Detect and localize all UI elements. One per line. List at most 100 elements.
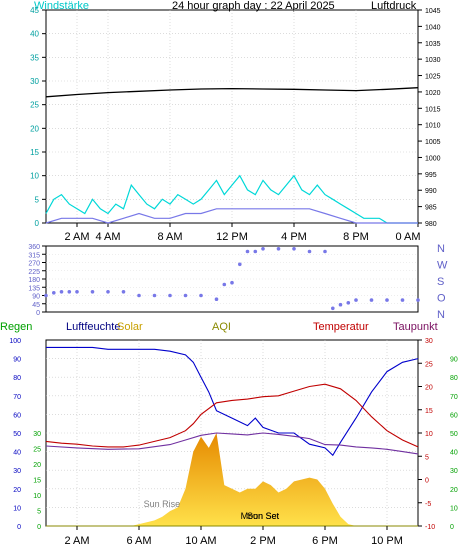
humidity-tick-label-10: 10 xyxy=(13,505,21,512)
humidity-right-tick-label-10: 10 xyxy=(450,505,458,512)
pressure-right-ticks: 980 985 990 995 1000 1005 1010 1015 1020 1025 1030… xyxy=(418,8,441,228)
wind-tick-label-25: 25 xyxy=(30,101,39,110)
humidity-tick-label-90: 90 xyxy=(13,357,21,364)
direction-point xyxy=(331,306,335,311)
temp-tick-label-25: 25 xyxy=(425,361,433,368)
wind-x-tick-label-12-pm: 12 PM xyxy=(216,231,248,243)
direction-point xyxy=(338,302,343,307)
temp-tick-label-30: 30 xyxy=(425,338,433,345)
rain-tick-label-30: 30 xyxy=(33,431,41,438)
direction-point xyxy=(253,249,258,254)
direction-label-n-4: N xyxy=(437,309,445,321)
wind-x-tick-label-8-am: 8 AM xyxy=(157,231,182,243)
wind-grid xyxy=(46,10,418,223)
pressure-tick-label-1035: 1035 xyxy=(425,41,441,48)
climate-series xyxy=(45,346,419,527)
direction-point xyxy=(90,290,95,294)
humidity-tick-label-60: 60 xyxy=(13,412,21,419)
climate-x-tick-label-6-pm: 6 PM xyxy=(312,535,338,547)
temp-tick-label-20: 20 xyxy=(425,385,433,392)
humidity-right-ticks: 0 10 20 30 40 50 60 70 80 90 xyxy=(450,357,458,531)
chart-title: 24 hour graph day : 22 April 2025 xyxy=(172,0,335,12)
series-line-temperatur xyxy=(45,383,419,448)
pressure-tick-label-985: 985 xyxy=(425,205,437,212)
rain-tick-label-0: 0 xyxy=(37,524,41,531)
wind-x-tick-label-0-am: 0 AM xyxy=(395,231,420,243)
direction-point xyxy=(400,298,405,302)
humidity-right-tick-label-40: 40 xyxy=(450,450,458,457)
wind-tick-label-10: 10 xyxy=(30,172,39,181)
climate-x-tick-label-2-am: 2 AM xyxy=(64,535,89,547)
direction-point xyxy=(67,290,72,294)
series-line-taupunkt xyxy=(45,432,419,455)
wind-x-tick-label-2-am: 2 AM xyxy=(64,231,89,243)
direction-tick-label-360: 360 xyxy=(28,244,40,251)
direction-point xyxy=(214,297,219,302)
left-axis-label-windstaerke: Windstärke xyxy=(34,0,89,12)
direction-tick-label-225: 225 xyxy=(28,269,40,276)
legend-aqi: AQI xyxy=(212,321,231,333)
direction-tick-label-270: 270 xyxy=(28,261,40,268)
pressure-tick-label-995: 995 xyxy=(425,172,437,179)
direction-point xyxy=(222,282,227,287)
rain-tick-label-25: 25 xyxy=(33,447,41,454)
annotation-moon-set: Moon Set xyxy=(241,511,280,521)
direction-point xyxy=(261,247,265,251)
direction-point xyxy=(416,298,420,302)
direction-point xyxy=(385,298,389,302)
wind-x-ticks: 2 AM 4 AM 8 AM 12 PM 4 PM 8 PM 0 AM xyxy=(64,223,421,243)
wind-tick-label-35: 35 xyxy=(30,53,39,62)
wind-x-tick-label-4-pm: 4 PM xyxy=(281,231,307,243)
legend-taupunkt: Taupunkt xyxy=(393,321,438,333)
humidity-right-tick-label-20: 20 xyxy=(450,487,458,494)
direction-point xyxy=(75,290,79,294)
temp-tick-label--5: -5 xyxy=(425,501,431,508)
direction-point xyxy=(346,301,351,305)
direction-label-s-2: S xyxy=(437,276,444,288)
series-area-solar xyxy=(46,433,418,526)
climate-x-tick-label-10-am: 10 AM xyxy=(185,535,216,547)
series-line-luftdruck xyxy=(45,87,419,98)
wind-tick-label-30: 30 xyxy=(30,77,39,86)
humidity-right-tick-label-50: 50 xyxy=(450,431,458,438)
pressure-tick-label-1020: 1020 xyxy=(425,90,441,97)
direction-point xyxy=(152,293,157,298)
direction-point xyxy=(245,249,250,254)
direction-point xyxy=(238,262,242,267)
humidity-right-tick-label-60: 60 xyxy=(450,412,458,419)
temp-tick-label-5: 5 xyxy=(425,454,429,461)
direction-point xyxy=(168,293,172,298)
direction-point xyxy=(323,249,327,254)
temp-tick-label-10: 10 xyxy=(425,431,433,438)
humidity-left-ticks: 0 10 20 30 40 50 60 70 80 90 100 xyxy=(9,338,21,531)
pressure-tick-label-1015: 1015 xyxy=(425,106,441,113)
humidity-tick-label-0: 0 xyxy=(17,524,21,531)
direction-point xyxy=(292,247,296,251)
direction-point xyxy=(137,293,141,298)
direction-label-w-1: W xyxy=(437,260,448,272)
direction-tick-label-135: 135 xyxy=(28,285,40,292)
wind-tick-label-15: 15 xyxy=(30,148,39,157)
direction-point xyxy=(106,290,110,294)
direction-label-o-3: O xyxy=(437,293,446,305)
climate-x-tick-label-6-am: 6 AM xyxy=(126,535,151,547)
pressure-tick-label-1030: 1030 xyxy=(425,57,441,64)
direction-point xyxy=(59,290,64,294)
direction-tick-label-90: 90 xyxy=(32,294,40,301)
pressure-tick-label-1010: 1010 xyxy=(425,123,441,130)
rain-tick-label-10: 10 xyxy=(33,493,41,500)
humidity-tick-label-20: 20 xyxy=(13,487,21,494)
direction-tick-label-315: 315 xyxy=(28,252,40,259)
climate-x-ticks: 2 AM 6 AM 10 AM 2 PM 6 PM 10 PM xyxy=(64,526,403,547)
direction-point xyxy=(276,247,281,251)
legend-regen: Regen xyxy=(0,321,32,333)
direction-point xyxy=(230,280,234,285)
climate-x-tick-label-10-pm: 10 PM xyxy=(371,535,403,547)
direction-point xyxy=(183,293,188,298)
direction-point xyxy=(52,291,56,295)
direction-point xyxy=(199,293,203,298)
